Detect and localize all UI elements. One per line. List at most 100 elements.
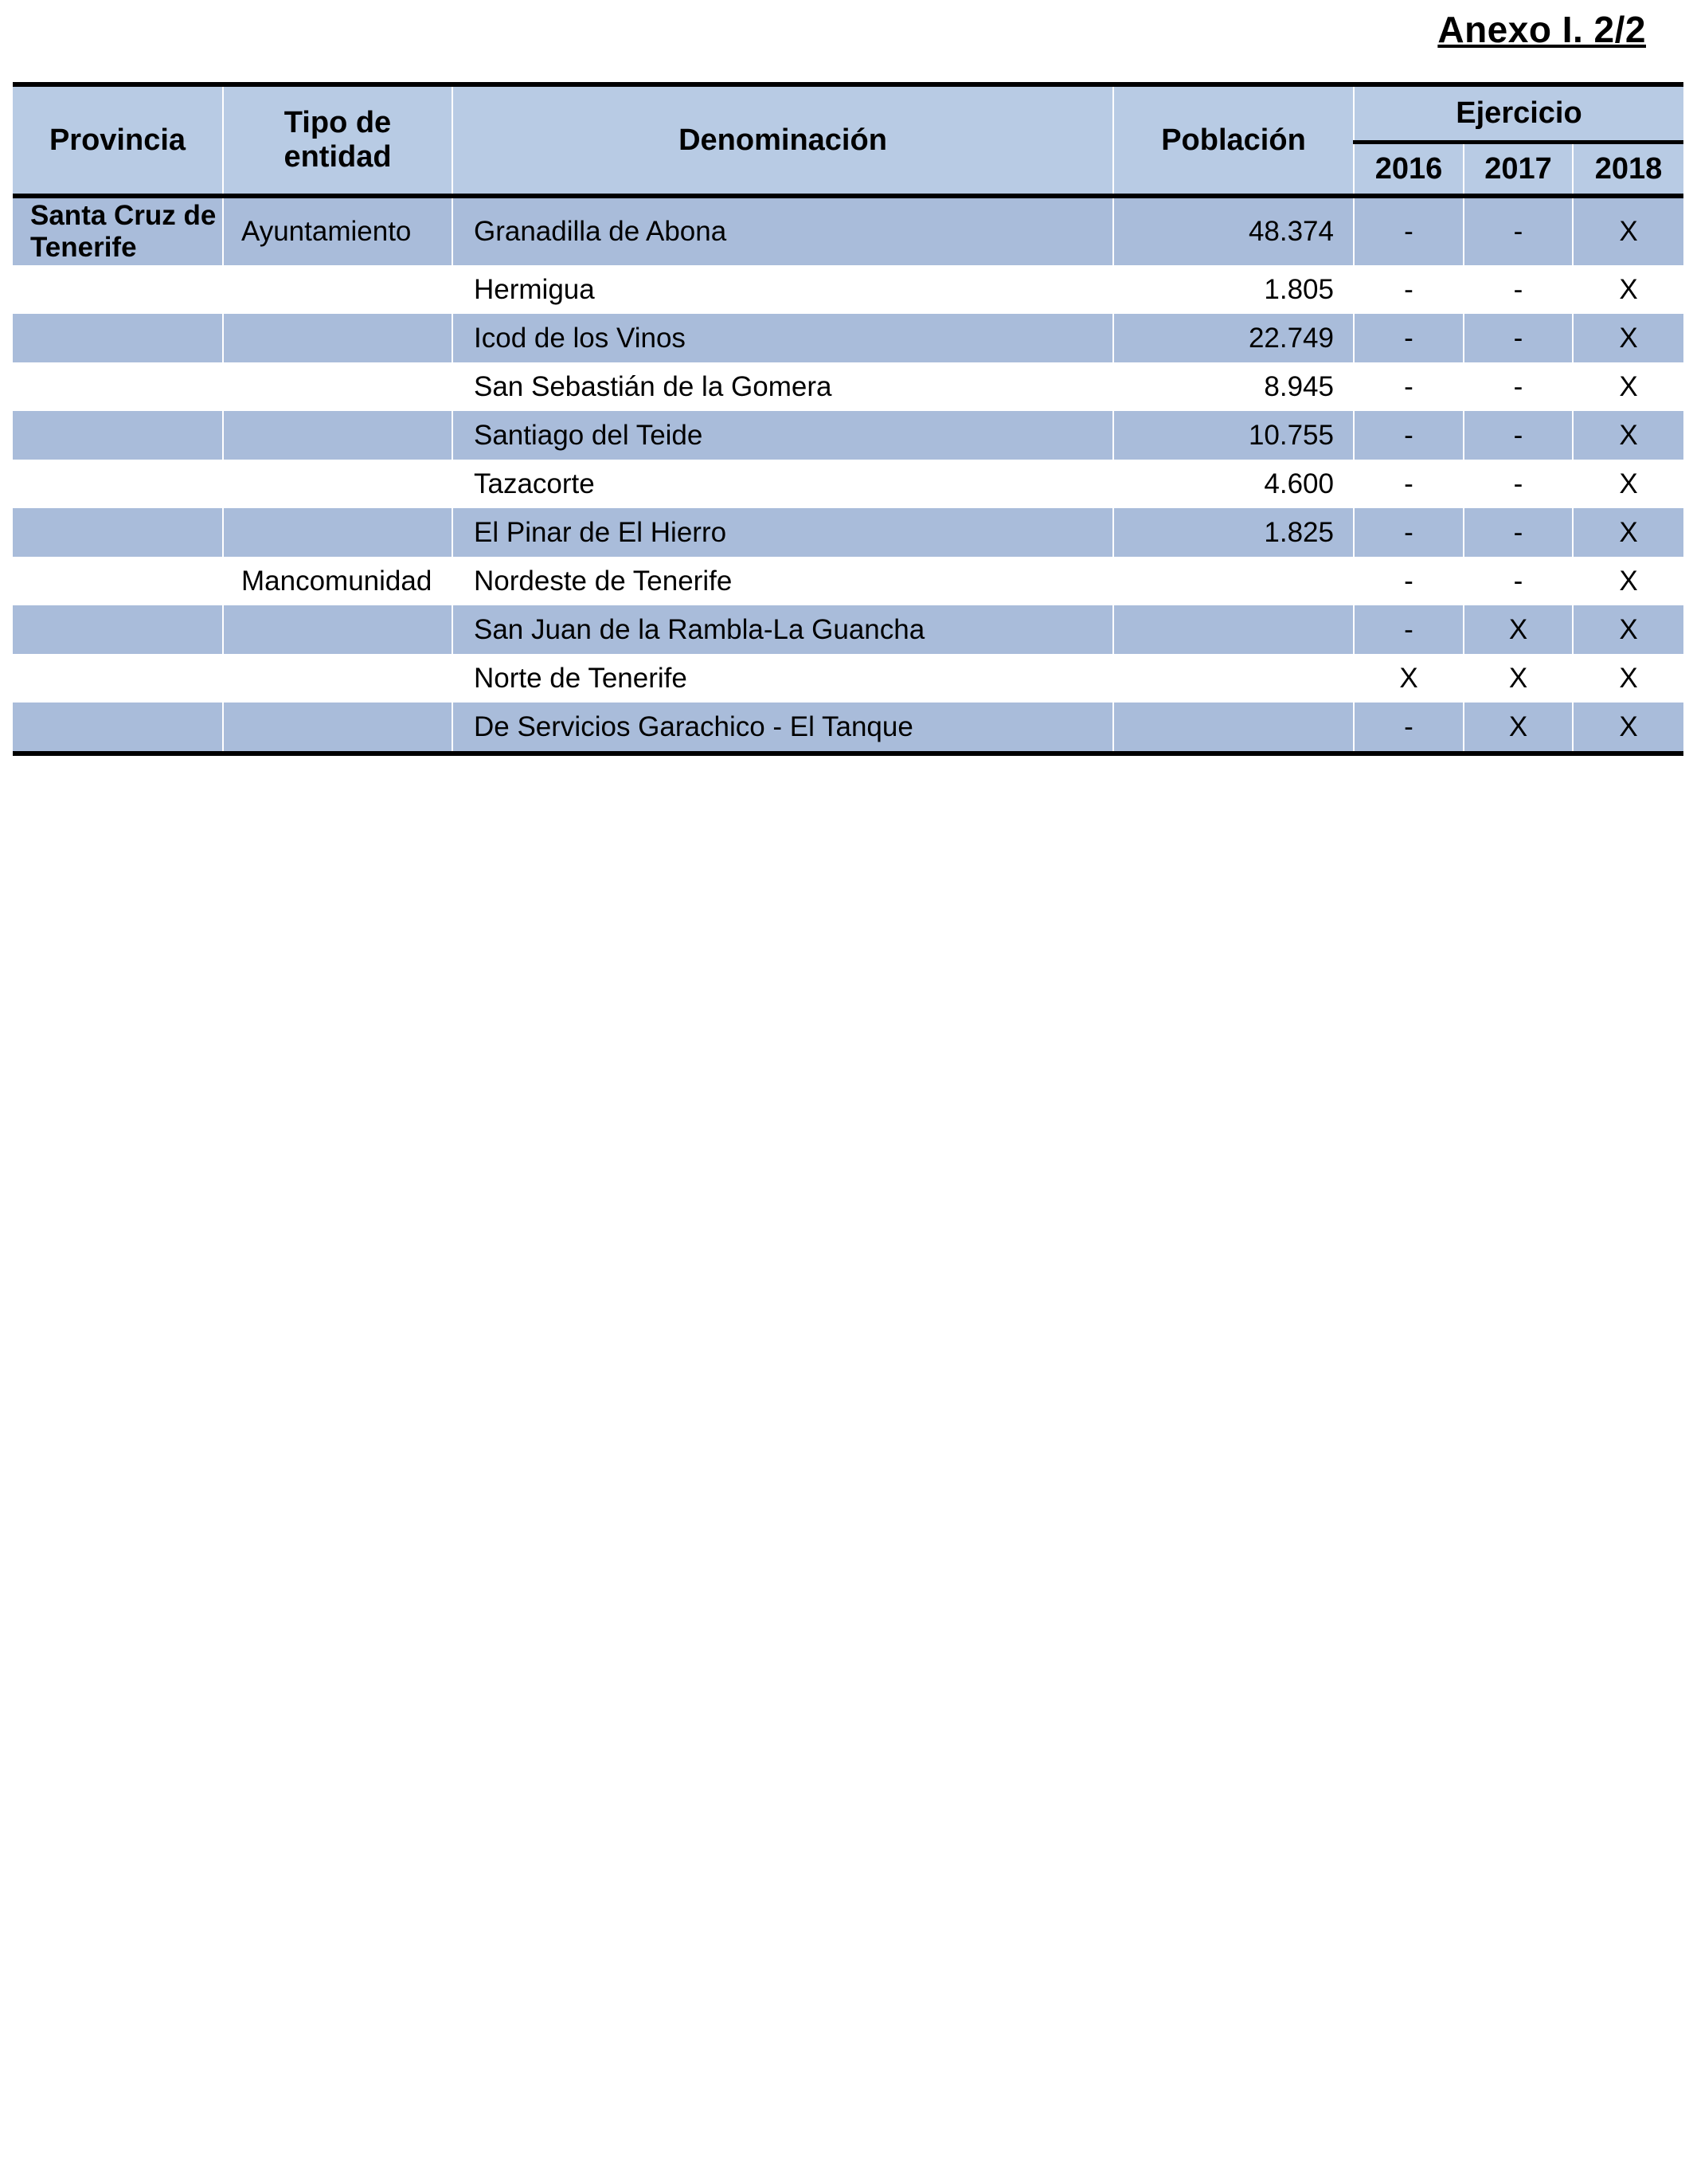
cell-2016: - <box>1354 196 1464 265</box>
cell-2017: - <box>1464 411 1574 460</box>
header-tipo: Tipo de entidad <box>223 84 453 196</box>
cell-2018: X <box>1573 362 1683 411</box>
cell-2017: - <box>1464 314 1574 362</box>
header-year-2018: 2018 <box>1573 142 1683 196</box>
cell-denominacion: Tazacorte <box>452 460 1114 508</box>
cell-poblacion <box>1113 703 1355 753</box>
table-row: Santiago del Teide 10.755- - X <box>13 411 1683 460</box>
cell-provincia <box>13 508 224 557</box>
cell-2018: X <box>1573 196 1683 265</box>
cell-poblacion: 48.374 <box>1113 196 1355 265</box>
header-poblacion: Población <box>1113 84 1355 196</box>
entities-table: Provincia Tipo de entidad Denominación P… <box>13 82 1683 756</box>
cell-tipo <box>223 460 453 508</box>
cell-2018: X <box>1573 557 1683 605</box>
cell-2017: - <box>1464 557 1574 605</box>
cell-provincia <box>13 362 224 411</box>
header-tipo-line1: Tipo de <box>283 106 392 139</box>
cell-poblacion: 10.755 <box>1113 411 1355 460</box>
cell-provincia <box>13 265 224 314</box>
table-row: San Juan de la Rambla-La Guancha - X X <box>13 605 1683 654</box>
table-row: Tazacorte 4.600- - X <box>13 460 1683 508</box>
cell-denominacion: Granadilla de Abona <box>452 196 1114 265</box>
cell-denominacion: Hermigua <box>452 265 1114 314</box>
cell-denominacion: El Pinar de El Hierro <box>452 508 1114 557</box>
table-row: San Sebastián de la Gomera 8.945- - X <box>13 362 1683 411</box>
header-row: Provincia Tipo de entidad Denominación P… <box>13 84 1683 196</box>
cell-tipo: Ayuntamiento <box>223 196 453 265</box>
cell-provincia <box>13 557 224 605</box>
cell-2016: - <box>1354 411 1464 460</box>
header-year-2016: 2016 <box>1354 142 1464 196</box>
cell-2016: - <box>1354 460 1464 508</box>
cell-denominacion: De Servicios Garachico - El Tanque <box>452 703 1114 753</box>
header-denominacion: Denominación <box>452 84 1114 196</box>
cell-poblacion: 22.749 <box>1113 314 1355 362</box>
cell-2016: - <box>1354 265 1464 314</box>
cell-2017: X <box>1464 703 1574 753</box>
cell-2016: - <box>1354 362 1464 411</box>
table-row: Mancomunidad Nordeste de Tenerife - - X <box>13 557 1683 605</box>
cell-2016: - <box>1354 314 1464 362</box>
cell-provincia <box>13 703 224 753</box>
provincia-text: Tenerife <box>30 232 137 263</box>
header-tipo-line2: entidad <box>283 140 392 174</box>
cell-2017: - <box>1464 265 1574 314</box>
cell-denominacion: Icod de los Vinos <box>452 314 1114 362</box>
annex-title: Anexo I. 2/2 <box>1437 9 1646 50</box>
cell-tipo <box>223 508 453 557</box>
cell-2018: X <box>1573 265 1683 314</box>
provincia-text: Santa Cruz de <box>30 200 217 231</box>
cell-tipo <box>223 605 453 654</box>
cell-2017: X <box>1464 654 1574 703</box>
cell-2017: - <box>1464 460 1574 508</box>
cell-poblacion: 1.805 <box>1113 265 1355 314</box>
cell-2018: X <box>1573 654 1683 703</box>
cell-tipo <box>223 411 453 460</box>
cell-2016: - <box>1354 557 1464 605</box>
cell-poblacion <box>1113 605 1355 654</box>
cell-provincia <box>13 460 224 508</box>
table-row: Norte de Tenerife X X X <box>13 654 1683 703</box>
header-provincia: Provincia <box>13 84 224 196</box>
cell-denominacion: San Sebastián de la Gomera <box>452 362 1114 411</box>
cell-poblacion <box>1113 557 1355 605</box>
cell-tipo <box>223 362 453 411</box>
cell-2016: - <box>1354 703 1464 753</box>
cell-poblacion: 1.825 <box>1113 508 1355 557</box>
cell-denominacion: San Juan de la Rambla-La Guancha <box>452 605 1114 654</box>
cell-denominacion: Nordeste de Tenerife <box>452 557 1114 605</box>
cell-2018: X <box>1573 411 1683 460</box>
cell-denominacion: Norte de Tenerife <box>452 654 1114 703</box>
cell-tipo <box>223 314 453 362</box>
cell-2017: - <box>1464 196 1574 265</box>
cell-denominacion: Santiago del Teide <box>452 411 1114 460</box>
header-years-row: 2016 2017 2018 <box>13 142 1683 196</box>
cell-2018: X <box>1573 314 1683 362</box>
table-body: Santa Cruz de Tenerife Ayuntamiento Granadi… <box>13 196 1683 753</box>
cell-2018: X <box>1573 605 1683 654</box>
header-year-2017: 2017 <box>1464 142 1574 196</box>
cell-provincia <box>13 314 224 362</box>
cell-2018: X <box>1573 703 1683 753</box>
table-row: Santa Cruz de Tenerife Ayuntamiento Granadi… <box>13 196 1683 265</box>
cell-2016: - <box>1354 508 1464 557</box>
header-ejercicio: Ejercicio <box>1354 84 1683 144</box>
cell-tipo <box>223 654 453 703</box>
table-row: Icod de los Vinos 22.749- - X <box>13 314 1683 362</box>
cell-2016: - <box>1354 605 1464 654</box>
cell-2016: X <box>1354 654 1464 703</box>
cell-poblacion: 4.600 <box>1113 460 1355 508</box>
cell-poblacion <box>1113 654 1355 703</box>
cell-2017: X <box>1464 605 1574 654</box>
cell-poblacion: 8.945 <box>1113 362 1355 411</box>
table-row: El Pinar de El Hierro 1.825- - X <box>13 508 1683 557</box>
cell-provincia <box>13 411 224 460</box>
cell-tipo: Mancomunidad <box>223 557 453 605</box>
cell-provincia <box>13 654 224 703</box>
cell-tipo <box>223 703 453 753</box>
cell-2018: X <box>1573 508 1683 557</box>
cell-2017: - <box>1464 362 1574 411</box>
cell-provincia: Santa Cruz de Tenerife <box>13 196 224 265</box>
cell-2018: X <box>1573 460 1683 508</box>
